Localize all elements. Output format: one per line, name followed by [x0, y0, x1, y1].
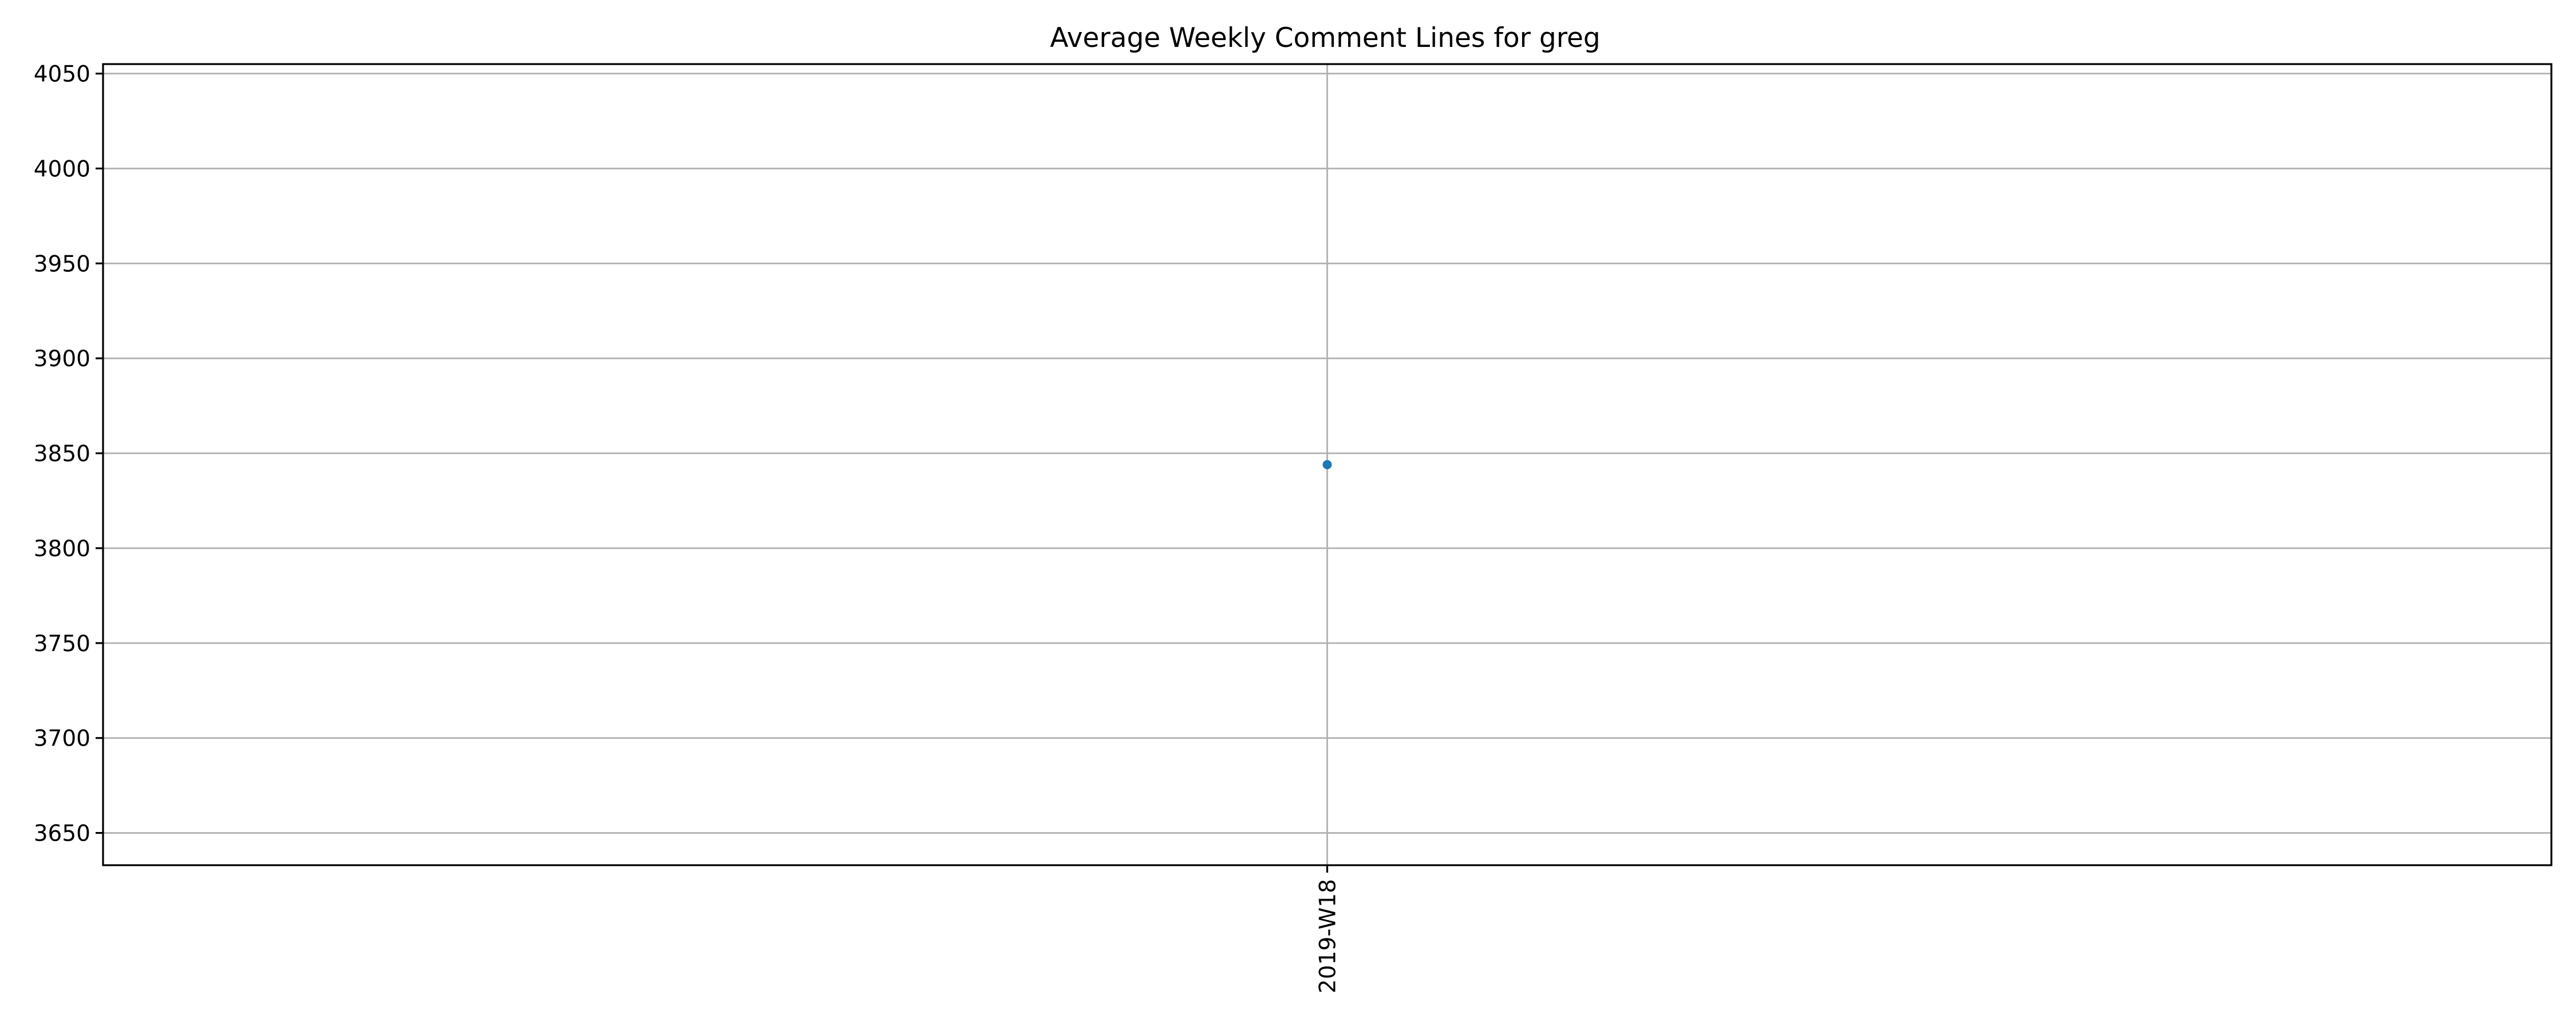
axis-layer: 3650 3700 3750 3800 3850 3900 3950 4000 4050 2019… — [34, 62, 1341, 993]
y-tick-label: 3650 — [34, 821, 90, 847]
x-tick-label: 2019-W18 — [1315, 879, 1341, 993]
y-tick-label: 4000 — [34, 156, 90, 182]
series-layer — [1322, 460, 1332, 469]
y-tick-label: 3850 — [34, 441, 90, 467]
y-tick-label: 3800 — [34, 536, 90, 562]
y-tick-label: 3750 — [34, 631, 90, 657]
y-tick-label: 4050 — [34, 62, 90, 88]
y-tick-label: 3950 — [34, 251, 90, 277]
y-tick-label: 3900 — [34, 346, 90, 372]
data-point — [1322, 460, 1332, 469]
grid-layer — [103, 64, 2551, 865]
chart-title: Average Weekly Comment Lines for greg — [1050, 22, 1601, 54]
y-tick-label: 3700 — [34, 726, 90, 752]
